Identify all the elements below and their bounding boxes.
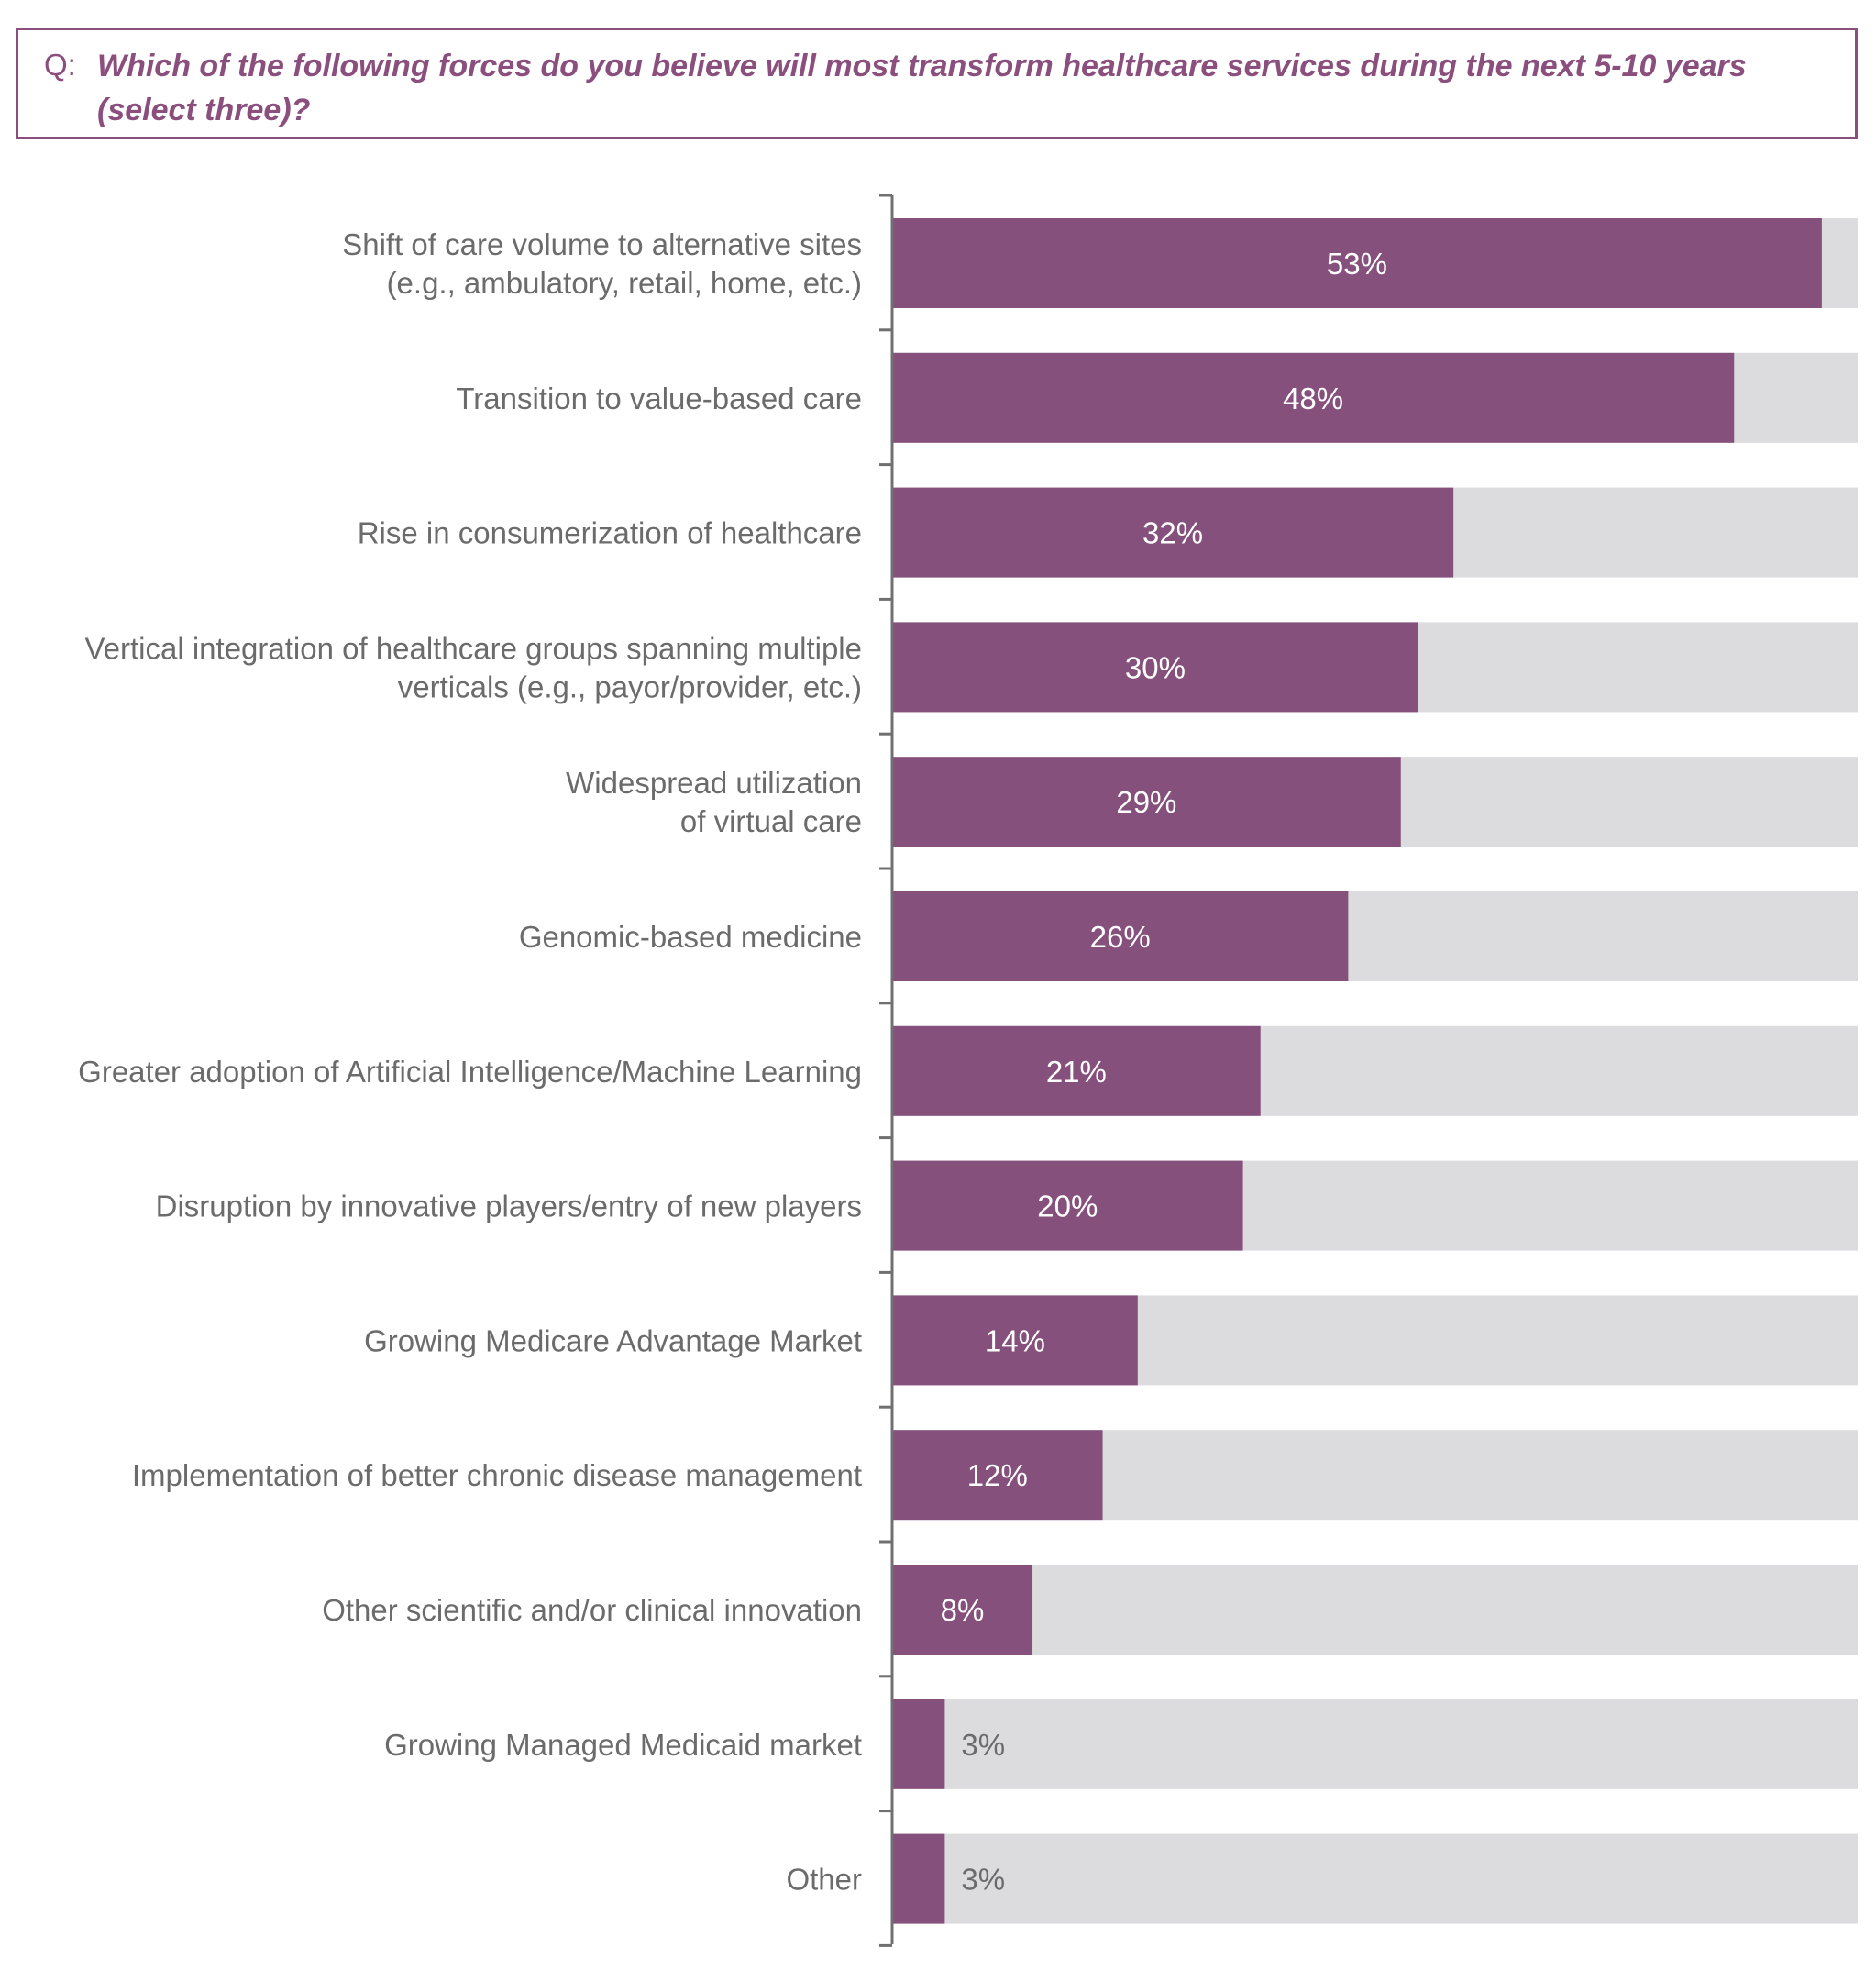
bar-track bbox=[892, 1699, 1858, 1789]
data-label: 26% bbox=[1090, 920, 1151, 954]
category-label: Growing Managed Medicaid market bbox=[384, 1728, 862, 1762]
category-label: Shift of care volume to alternative site… bbox=[342, 227, 862, 300]
question-prefix: Q: bbox=[44, 48, 76, 82]
data-label: 20% bbox=[1037, 1190, 1098, 1223]
bar bbox=[892, 891, 1349, 981]
category-label: Genomic-based medicine bbox=[519, 920, 862, 954]
bar bbox=[892, 1565, 1033, 1655]
bar bbox=[892, 1833, 945, 1924]
bar bbox=[892, 1025, 1261, 1116]
category-label: Other scientific and/or clinical innovat… bbox=[322, 1593, 862, 1627]
bar bbox=[892, 622, 1418, 713]
bar-track bbox=[892, 1565, 1858, 1655]
data-label: 3% bbox=[961, 1728, 1005, 1762]
data-label: 30% bbox=[1125, 650, 1186, 684]
data-label: 21% bbox=[1046, 1055, 1107, 1089]
bar bbox=[892, 757, 1401, 847]
bar bbox=[892, 1430, 1103, 1521]
category-label: Disruption by innovative players/entry o… bbox=[156, 1190, 862, 1223]
data-label: 53% bbox=[1327, 247, 1387, 281]
data-label: 3% bbox=[961, 1863, 1005, 1897]
category-label: Widespread utilization of virtual care bbox=[566, 766, 862, 838]
category-label: Vertical integration of healthcare group… bbox=[84, 631, 862, 703]
question-box bbox=[16, 28, 1858, 139]
data-label: 48% bbox=[1283, 382, 1343, 415]
category-label: Greater adoption of Artificial Intellige… bbox=[78, 1055, 862, 1089]
data-label: 12% bbox=[967, 1458, 1028, 1492]
data-label: 32% bbox=[1142, 516, 1203, 550]
category-label: Growing Medicare Advantage Market bbox=[364, 1323, 862, 1357]
bar-track bbox=[892, 1833, 1858, 1924]
bar bbox=[892, 218, 1822, 308]
bar bbox=[892, 1295, 1138, 1386]
data-label: 14% bbox=[985, 1323, 1045, 1357]
data-label: 8% bbox=[941, 1593, 985, 1627]
bar bbox=[892, 1699, 945, 1789]
bar bbox=[892, 1160, 1243, 1251]
data-label: 29% bbox=[1116, 785, 1176, 819]
category-label: Implementation of better chronic disease… bbox=[132, 1458, 862, 1492]
category-label: Other bbox=[786, 1863, 862, 1897]
bar bbox=[892, 487, 1454, 578]
category-label: Rise in consumerization of healthcare bbox=[358, 516, 862, 550]
question-text: Which of the following forces do you bel… bbox=[97, 49, 1747, 127]
bar bbox=[892, 352, 1735, 443]
category-label: Transition to value-based care bbox=[456, 382, 862, 415]
